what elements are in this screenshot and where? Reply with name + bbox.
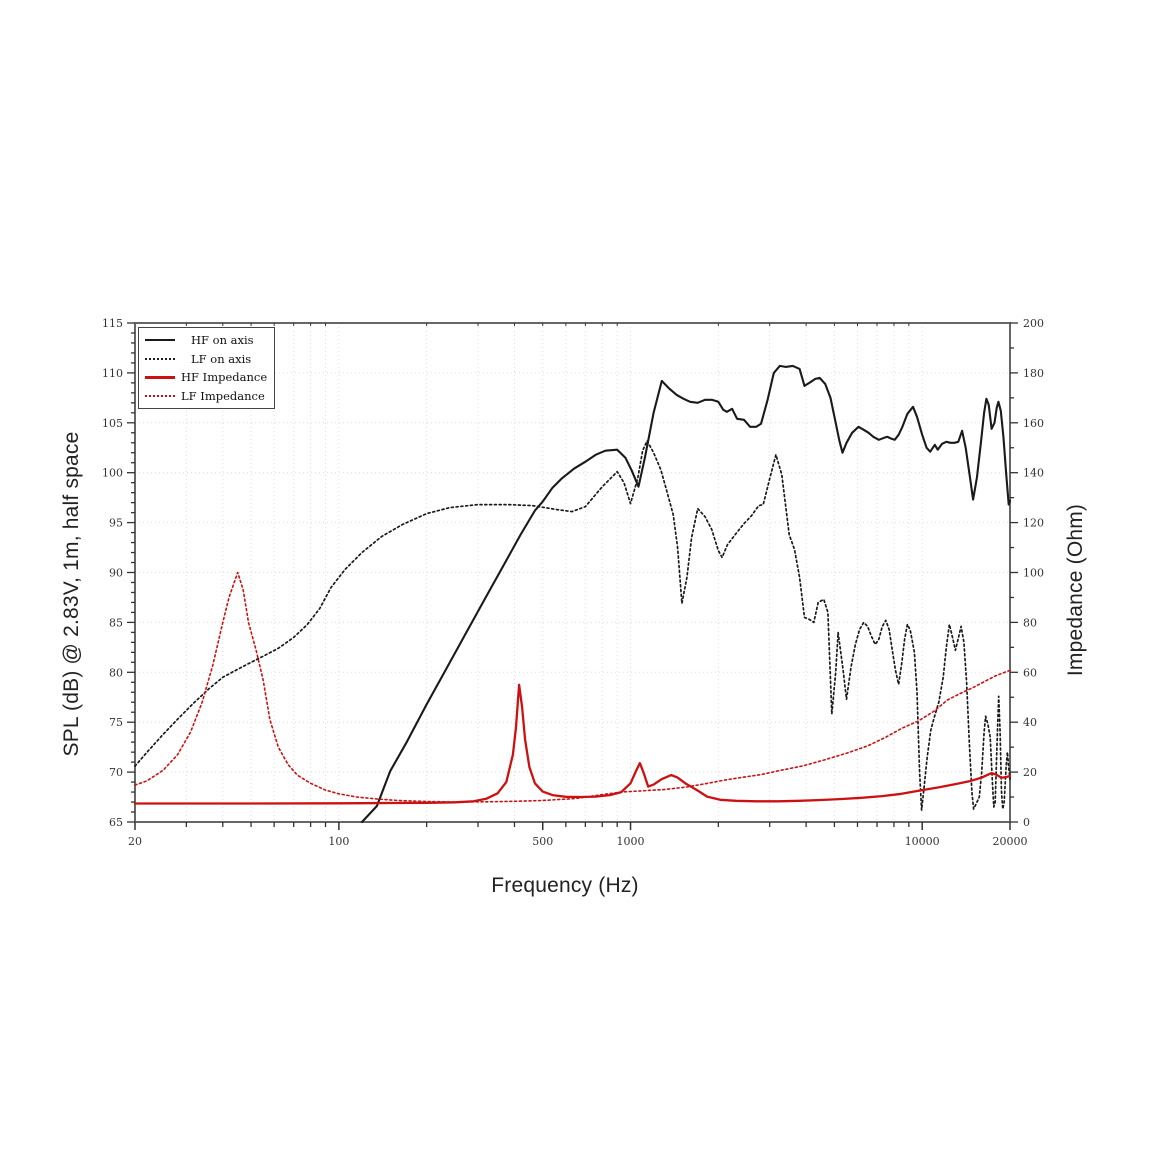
y-right-tick-label: 100 (1023, 567, 1044, 580)
y-left-tick-label: 100 (102, 467, 123, 480)
y-right-tick-label: 20 (1023, 766, 1037, 779)
y-right-tick-label: 80 (1023, 616, 1037, 629)
hf-on-axis-line-sample (145, 339, 175, 342)
y-right-tick-label: 60 (1023, 666, 1037, 679)
legend-row-lf-on-axis: LF on axis (145, 350, 268, 368)
x-tick-label: 20000 (993, 835, 1028, 848)
y-right-tick-label: 140 (1023, 467, 1044, 480)
y-left-tick-label: 95 (109, 517, 123, 530)
x-axis-title: Frequency (Hz) (491, 874, 639, 897)
x-tick-label: 500 (532, 835, 553, 848)
y-left-tick-label: 65 (109, 816, 123, 829)
lf-on-axis-line-sample (145, 357, 175, 360)
y-right-tick-label: 0 (1023, 816, 1030, 829)
x-tick-label: 1000 (617, 835, 645, 848)
x-tick-label: 100 (328, 835, 349, 848)
curve-hf-on-axis (360, 364, 1012, 824)
legend-row-hf-on-axis: HF on axis (145, 331, 268, 349)
y-right-tick-label: 40 (1023, 716, 1037, 729)
curve-hf-impedance (133, 683, 1012, 805)
chart-legend: HF on axis LF on axis HF Impedance LF Im… (138, 327, 275, 409)
x-tick-label: 20 (128, 835, 142, 848)
legend-row-hf-impedance: HF Impedance (145, 368, 268, 386)
y-right-tick-label: 120 (1023, 517, 1044, 530)
y-axis-right-title: Impedance (Ohm) (1064, 503, 1087, 677)
y-left-tick-label: 75 (109, 716, 123, 729)
hf-impedance-line-sample (145, 375, 175, 379)
y-left-tick-label: 90 (109, 567, 123, 580)
y-left-tick-label: 85 (109, 616, 123, 629)
y-left-tick-label: 115 (102, 317, 123, 330)
y-left-tick-label: 105 (102, 417, 123, 430)
legend-label-hf-impedance: HF Impedance (181, 370, 268, 385)
y-right-tick-label: 180 (1023, 367, 1044, 380)
x-tick-label: 10000 (905, 835, 940, 848)
curve-lf-on-axis (134, 439, 1011, 811)
y-left-tick-label: 80 (109, 666, 123, 679)
y-left-tick-label: 110 (102, 367, 123, 380)
y-right-tick-label: 160 (1023, 417, 1044, 430)
legend-label-lf-impedance: LF Impedance (181, 388, 265, 403)
y-left-tick-label: 70 (109, 766, 123, 779)
legend-row-lf-impedance: LF Impedance (145, 387, 268, 405)
curve-lf-impedance (134, 571, 1011, 803)
lf-impedance-line-sample (145, 394, 175, 397)
legend-label-lf-on-axis: LF on axis (191, 351, 252, 366)
y-right-tick-label: 200 (1023, 317, 1044, 330)
legend-label-hf-on-axis: HF on axis (191, 333, 254, 348)
y-axis-left-title: SPL (dB) @ 2.83V, 1m, half space (60, 431, 83, 757)
